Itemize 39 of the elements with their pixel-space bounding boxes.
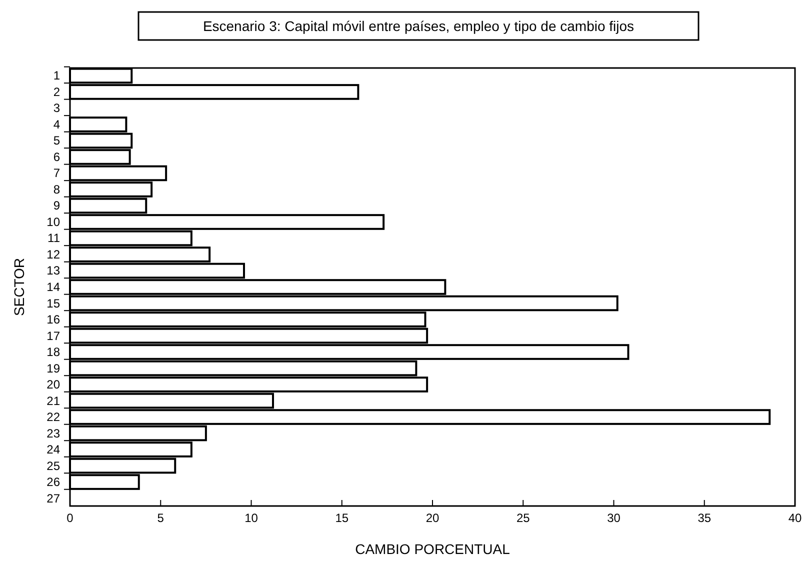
x-tick-label: 40	[788, 511, 802, 525]
y-tick-label: 22	[46, 410, 60, 424]
x-tick-label: 5	[157, 511, 164, 525]
x-tick-label: 35	[698, 511, 712, 525]
y-tick-label: 11	[48, 231, 60, 246]
y-tick-label: 17	[46, 328, 60, 343]
chart-title: Escenario 3: Capital móvil entre países, empleo y tipo de cambio fijos	[202, 18, 634, 34]
y-tick-label: 18	[46, 345, 60, 360]
y-tick-label: 3	[53, 101, 60, 116]
y-tick-label: 20	[46, 378, 60, 392]
y-tick-label: 9	[53, 198, 60, 213]
y-tick-label: 15	[46, 296, 60, 310]
y-tick-label: 13	[46, 264, 60, 278]
y-tick-label: 12	[46, 247, 60, 262]
y-tick-label: 10	[46, 214, 60, 229]
y-tick-label: 8	[53, 182, 60, 196]
y-tick-label: 21	[46, 394, 60, 408]
y-tick-label: 14	[46, 280, 60, 294]
y-tick-label: 4	[53, 117, 60, 132]
x-tick-label: 30	[607, 511, 621, 525]
x-tick-label: 15	[335, 511, 349, 525]
y-tick-label: 5	[53, 134, 60, 148]
y-tick-label: 24	[46, 442, 60, 457]
y-tick-label: 23	[46, 426, 60, 440]
y-tick-label: 1	[53, 68, 60, 83]
y-tick-label: 6	[53, 150, 60, 164]
y-tick-label: 25	[46, 458, 60, 473]
y-tick-label: 19	[46, 361, 60, 376]
y-tick-label: 7	[53, 166, 60, 180]
x-tick-label: 0	[66, 511, 74, 525]
x-tick-label: 25	[516, 511, 530, 525]
x-tick-label: 20	[426, 511, 440, 525]
y-tick-label: 26	[46, 475, 60, 490]
y-tick-label: 2	[53, 84, 60, 99]
x-axis-title: CAMBIO PORCENTUAL	[355, 541, 510, 557]
y-tick-label: 16	[46, 312, 60, 327]
x-tick-label: 10	[244, 511, 258, 525]
y-tick-label: 27	[46, 491, 60, 506]
y-axis-title: SECTOR	[11, 258, 27, 316]
